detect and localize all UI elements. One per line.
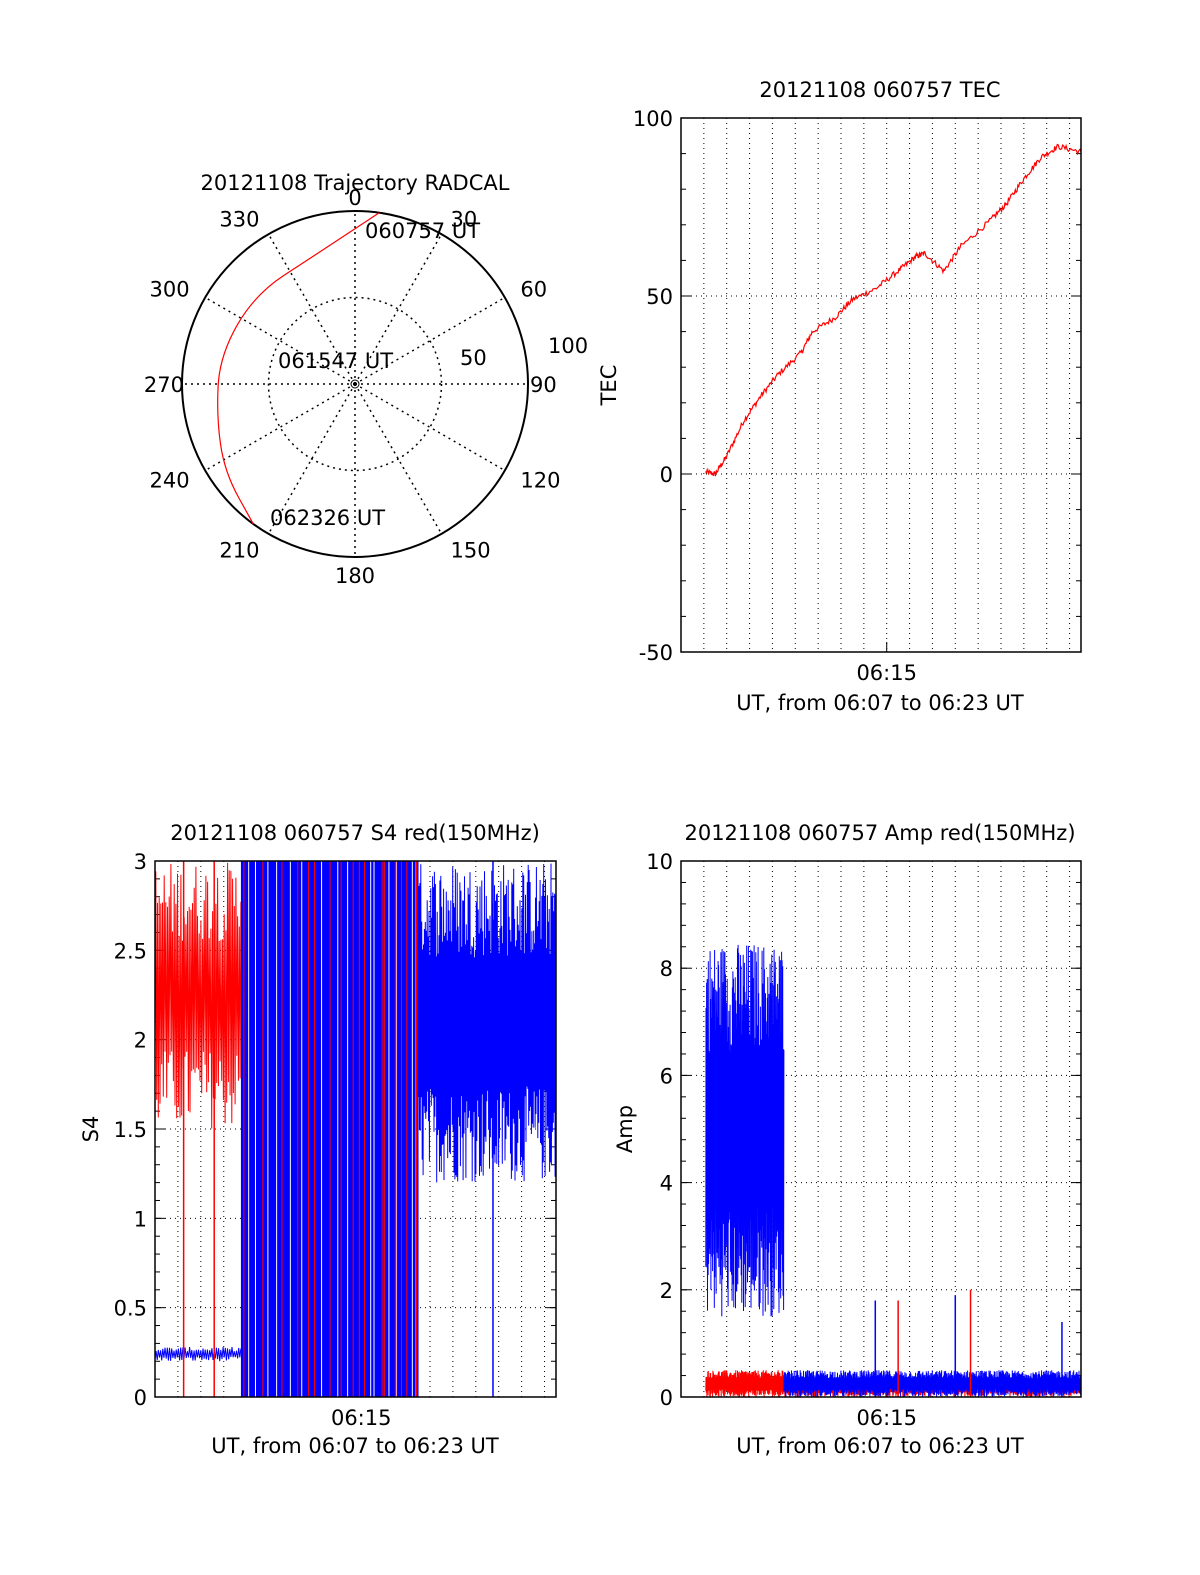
trajectory-title: 20121108 Trajectory RADCAL xyxy=(201,171,510,195)
x-tick-label: 06:15 xyxy=(856,1406,917,1430)
polar-azimuth-label: 150 xyxy=(451,538,491,562)
polar-azimuth-label: 330 xyxy=(219,208,259,232)
polar-spoke xyxy=(204,296,356,385)
tec-series-line xyxy=(705,143,1082,477)
polar-azimuth-label: 210 xyxy=(219,538,259,562)
polar-spoke xyxy=(354,383,443,535)
y-tick-label: -50 xyxy=(639,641,673,665)
y-tick-label: 10 xyxy=(646,850,673,874)
y-tick-label: 0 xyxy=(134,1386,147,1410)
s4-y-axis-label: S4 xyxy=(79,1116,103,1143)
polar-azimuth-label: 60 xyxy=(520,278,547,302)
s4-blue-late xyxy=(418,863,557,1183)
amp-blue-burst xyxy=(705,944,785,1317)
plot-frame xyxy=(680,117,1082,653)
amp-red-early xyxy=(705,1370,785,1398)
polar-azimuth-label: 180 xyxy=(335,564,375,588)
polar-radial-labels: 50 100 xyxy=(460,334,588,370)
y-tick-label: 0 xyxy=(660,1386,673,1410)
s4-chart: 20121108 060757 S4 red(150MHz) UT, from … xyxy=(79,821,557,1458)
plot-frame xyxy=(154,860,557,1398)
polar-azimuth-labels: 0 30 60 90 120 150 180 210 240 270 300 330 xyxy=(144,186,561,588)
tec-title: 20121108 060757 TEC xyxy=(759,78,1000,102)
amp-title: 20121108 060757 Amp red(150MHz) xyxy=(684,821,1075,845)
y-tick-label: 0 xyxy=(660,463,673,487)
polar-azimuth-label: 0 xyxy=(348,186,361,210)
y-tick-label: 2 xyxy=(134,1029,147,1053)
y-tick-label: 3 xyxy=(134,850,147,874)
polar-radial-label: 100 xyxy=(548,334,588,358)
trajectory-polar-chart: 20121108 Trajectory RADCAL 0 30 60 90 120 150… xyxy=(144,171,588,588)
amp-y-axis-label: Amp xyxy=(613,1105,637,1153)
polar-azimuth-label: 30 xyxy=(451,208,478,232)
polar-radial-label: 50 xyxy=(460,346,487,370)
s4-title: 20121108 060757 S4 red(150MHz) xyxy=(170,821,540,845)
amp-chart: 20121108 060757 Amp red(150MHz) UT, from… xyxy=(613,821,1082,1458)
y-tick-label: 50 xyxy=(646,285,673,309)
y-tick-label: 4 xyxy=(660,1172,673,1196)
y-tick-label: 2.5 xyxy=(114,939,147,963)
polar-spoke xyxy=(204,383,356,472)
polar-spoke xyxy=(267,383,356,535)
y-tick-label: 1.5 xyxy=(114,1118,147,1142)
y-tick-label: 8 xyxy=(660,957,673,981)
s4-red-early xyxy=(154,862,242,1129)
trajectory-end-label: 062326 UT xyxy=(270,506,385,530)
y-tick-label: 0.5 xyxy=(114,1297,147,1321)
polar-inner-circle xyxy=(267,296,443,472)
polar-azimuth-label: 120 xyxy=(520,469,560,493)
s4-blue-early xyxy=(154,1346,242,1362)
y-tick-label: 100 xyxy=(633,107,673,131)
amp-x-axis-label: UT, from 06:07 to 06:23 UT xyxy=(736,1434,1024,1458)
tec-x-axis-label: UT, from 06:07 to 06:23 UT xyxy=(736,691,1024,715)
polar-center xyxy=(350,379,360,389)
polar-spoke xyxy=(354,296,506,385)
polar-azimuth-label: 240 xyxy=(149,469,189,493)
polar-spoke xyxy=(354,383,506,472)
trajectory-track xyxy=(217,212,380,525)
trajectory-start-label: 060757 UT xyxy=(365,219,480,243)
x-tick-label: 06:15 xyxy=(331,1406,392,1430)
tec-y-axis-label: TEC xyxy=(597,365,621,407)
y-tick-label: 1 xyxy=(134,1207,147,1231)
trajectory-mid-label: 061547 UT xyxy=(278,349,393,373)
trajectory-line xyxy=(217,212,380,525)
polar-grid xyxy=(181,210,529,558)
y-tick-label: 2 xyxy=(660,1279,673,1303)
amp-blue-late xyxy=(783,1370,1082,1398)
polar-azimuth-label: 90 xyxy=(530,373,557,397)
polar-outer-circle xyxy=(181,210,529,558)
x-tick-label: 06:15 xyxy=(856,661,917,685)
polar-spoke xyxy=(267,233,356,385)
s4-x-axis-label: UT, from 06:07 to 06:23 UT xyxy=(211,1434,499,1458)
polar-azimuth-label: 270 xyxy=(144,373,184,397)
polar-azimuth-label: 300 xyxy=(149,278,189,302)
tec-chart: 20121108 060757 TEC UT, from 06:07 to 06… xyxy=(597,78,1082,715)
plot-frame xyxy=(680,860,1082,1398)
polar-spoke xyxy=(354,233,443,385)
y-tick-label: 6 xyxy=(660,1064,673,1088)
